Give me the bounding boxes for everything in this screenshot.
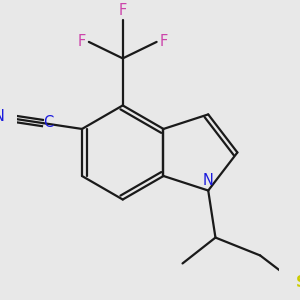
- Text: N: N: [203, 173, 214, 188]
- Text: F: F: [159, 34, 168, 50]
- Text: F: F: [78, 34, 86, 50]
- Text: S: S: [296, 275, 300, 290]
- Text: F: F: [118, 3, 127, 18]
- Text: C: C: [44, 115, 54, 130]
- Text: N: N: [0, 110, 5, 124]
